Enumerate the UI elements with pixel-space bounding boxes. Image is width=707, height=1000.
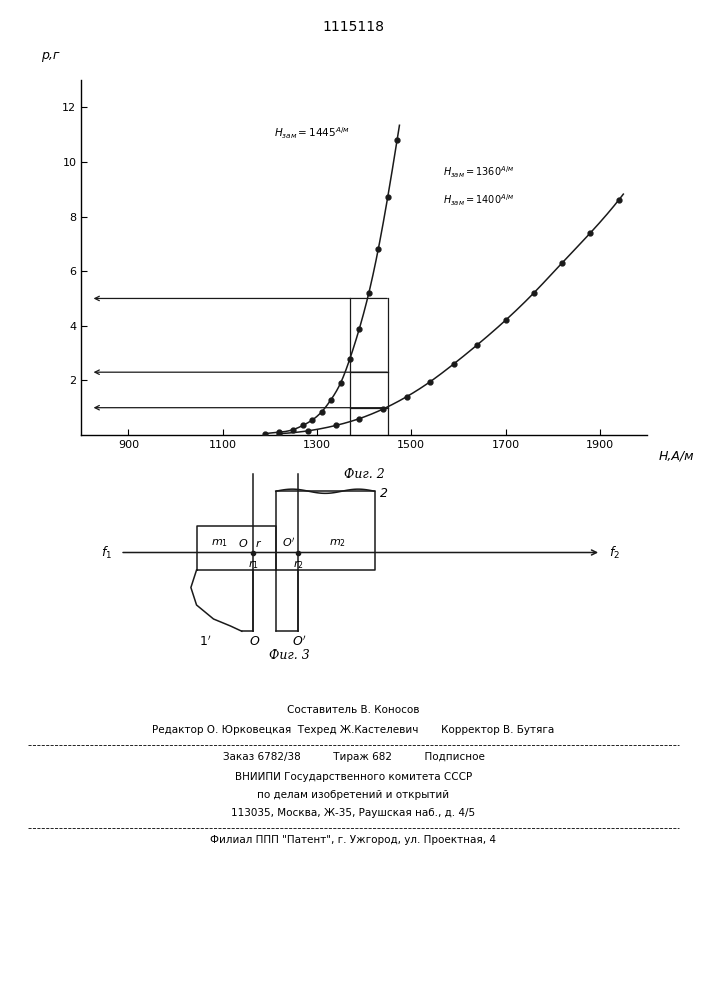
Text: 1115118: 1115118 [322,20,385,34]
Text: $O$: $O$ [249,635,260,648]
Text: 113035, Москва, Ж-35, Раушская наб., д. 4/5: 113035, Москва, Ж-35, Раушская наб., д. … [231,808,476,818]
Text: $r$: $r$ [255,538,262,549]
Text: Редактор О. Юрковецкая  Техред Ж.Кастелевич       Корректор В. Бутяга: Редактор О. Юрковецкая Техред Ж.Кастелев… [153,725,554,735]
Text: $m_2$: $m_2$ [329,537,346,549]
Text: Фиг. 2: Фиг. 2 [344,468,385,481]
Text: $H_{зам}=1400^{А/м}$: $H_{зам}=1400^{А/м}$ [443,192,515,208]
Text: р,г: р,г [41,49,59,62]
Text: $r_1$: $r_1$ [247,559,259,571]
Text: $O'$: $O'$ [292,635,308,649]
Text: $H_{зам}=1445^{А/м}$: $H_{зам}=1445^{А/м}$ [274,125,349,141]
Text: $H_{зам}=1360^{А/м}$: $H_{зам}=1360^{А/м}$ [443,164,515,180]
Text: по делам изобретений и открытий: по делам изобретений и открытий [257,790,450,800]
Text: $r_2$: $r_2$ [293,559,304,571]
Text: $O'$: $O'$ [281,536,296,549]
Text: $m_1$: $m_1$ [211,537,228,549]
Text: Н,А/м: Н,А/м [658,450,694,463]
Text: Филиал ППП "Патент", г. Ужгород, ул. Проектная, 4: Филиал ППП "Патент", г. Ужгород, ул. Про… [211,835,496,845]
Text: $f_1$: $f_1$ [100,544,112,561]
Text: 2: 2 [380,487,388,500]
Text: Заказ 6782/38          Тираж 682          Подписное: Заказ 6782/38 Тираж 682 Подписное [223,752,484,762]
Text: ВНИИПИ Государственного комитета СССР: ВНИИПИ Государственного комитета СССР [235,772,472,782]
Text: $O$: $O$ [238,537,248,549]
Text: Составитель В. Коносов: Составитель В. Коносов [287,705,420,715]
Text: $f_2$: $f_2$ [609,544,621,561]
Text: $1'$: $1'$ [199,635,211,649]
Text: Фиг. 3: Фиг. 3 [269,649,310,662]
